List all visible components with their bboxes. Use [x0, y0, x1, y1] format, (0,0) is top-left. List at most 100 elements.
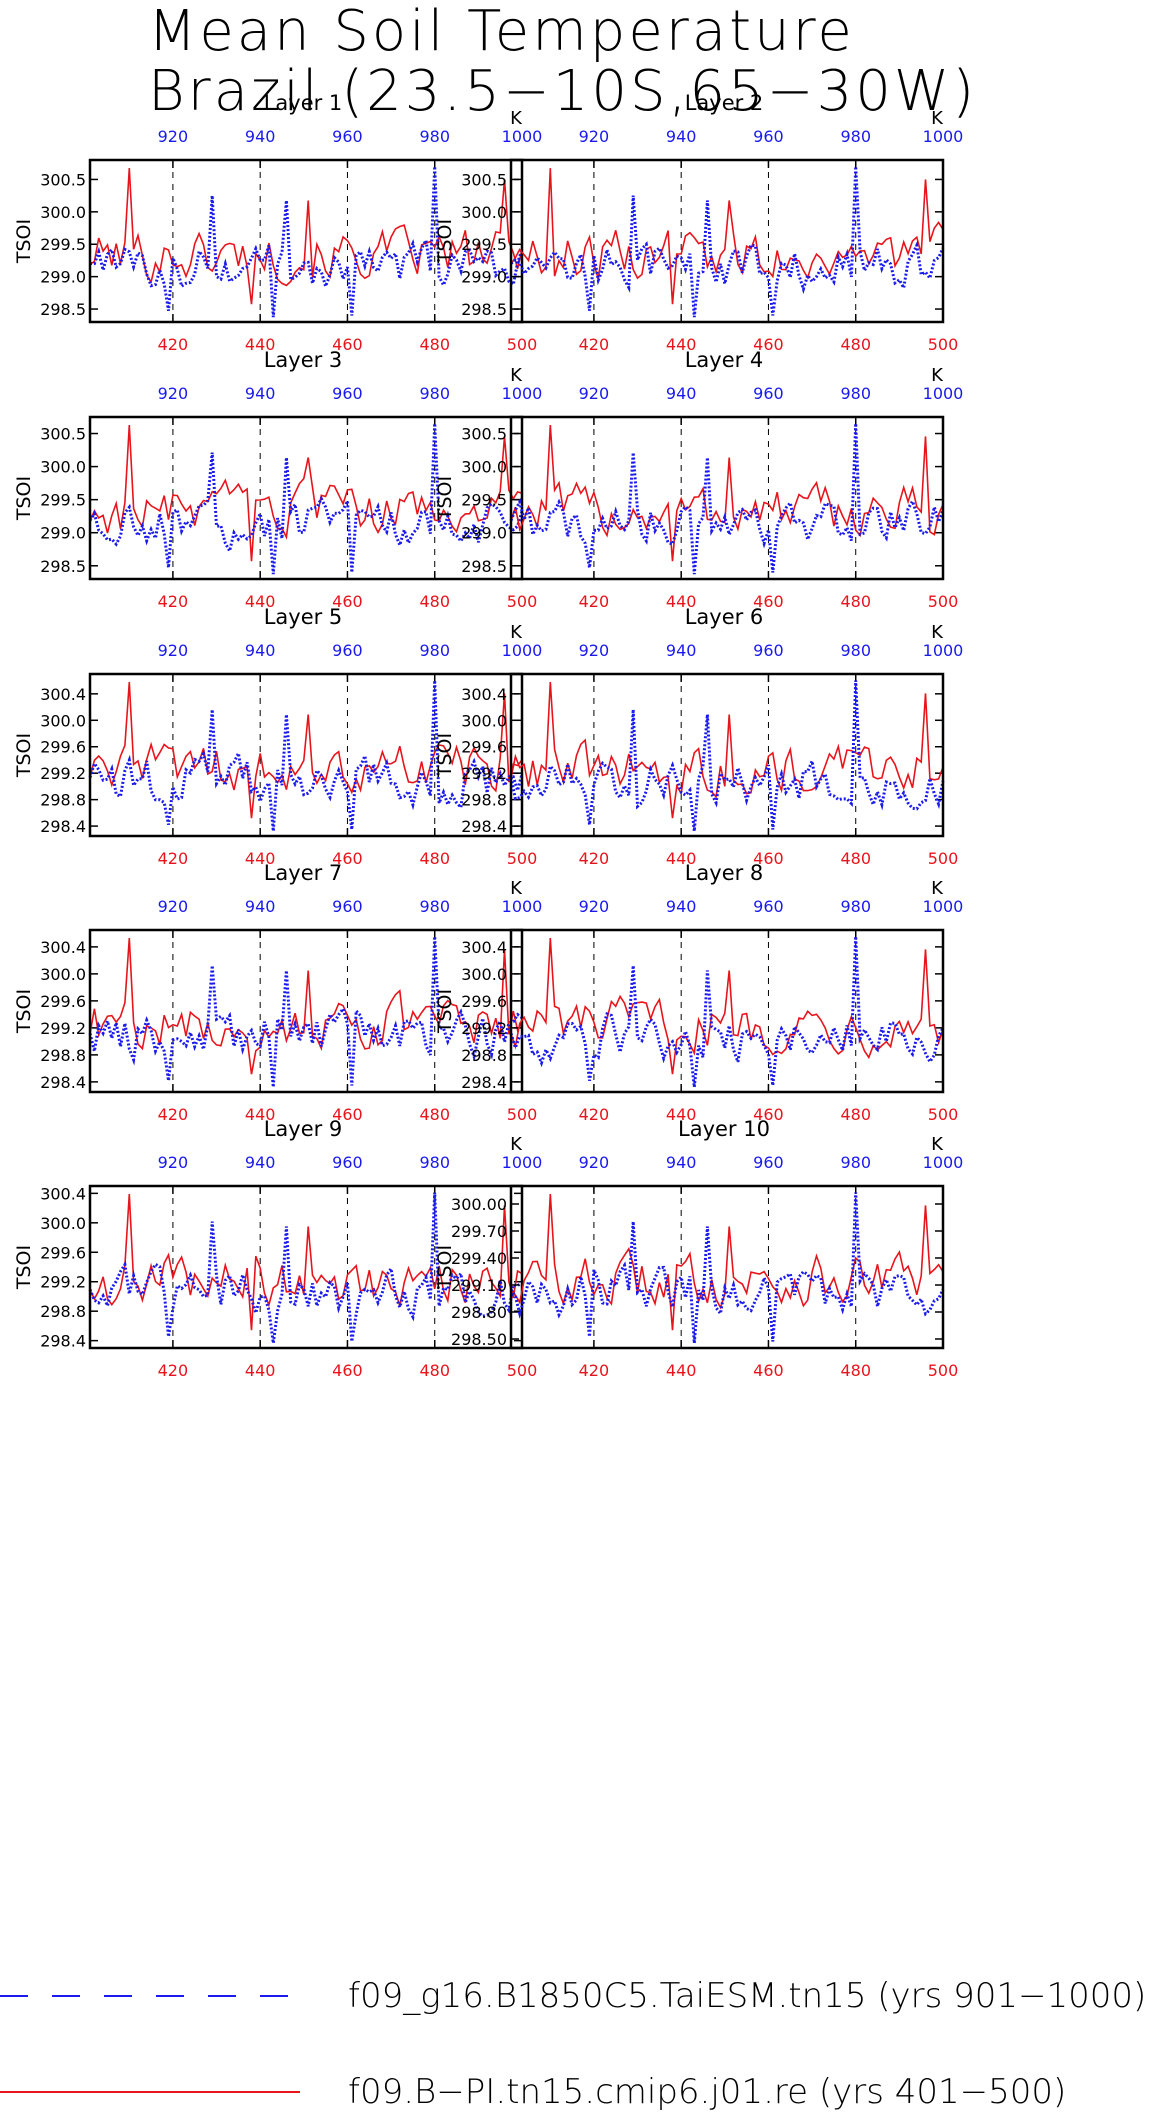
panel-layer-10: Layer 10 TSOI 298.50 298.80 299.10 299.40 299.…	[434, 1117, 963, 1380]
y-tick-label: 300.5	[461, 170, 507, 189]
x-top-tick-label: 920	[158, 384, 189, 403]
panel-title: Layer 6	[685, 605, 764, 629]
x-bottom-tick-label: 500	[928, 592, 959, 611]
series-line-blue	[509, 423, 945, 575]
series-line-red	[510, 1194, 944, 1331]
series-line-blue	[89, 166, 524, 318]
x-top-tick-label: 1000	[923, 384, 964, 403]
x-top-tick-label: 1000	[502, 897, 543, 916]
y-axis-label: TSOI	[434, 989, 456, 1034]
x-bottom-tick-label: 420	[158, 592, 189, 611]
y-tick-label: 300.0	[40, 203, 86, 222]
x-bottom-tick-label: 480	[840, 1105, 871, 1124]
y-tick-label: 299.40	[451, 1249, 507, 1268]
y-tick-label: 300.5	[40, 170, 86, 189]
x-top-tick-label: 920	[158, 127, 189, 146]
x-bottom-tick-label: 460	[753, 849, 784, 868]
x-top-unit: K	[931, 622, 944, 643]
x-top-tick-label: 920	[579, 127, 610, 146]
y-axis-label: TSOI	[434, 476, 456, 521]
y-tick-label: 299.2	[461, 764, 507, 783]
x-bottom-tick-label: 480	[840, 1361, 871, 1380]
x-top-unit: K	[931, 1134, 944, 1155]
y-tick-label: 300.0	[461, 965, 507, 984]
y-tick-label: 299.5	[461, 491, 507, 510]
x-bottom-tick-label: 440	[245, 592, 276, 611]
y-tick-label: 300.4	[461, 938, 507, 957]
x-bottom-tick-label: 440	[666, 592, 697, 611]
panel-title: Layer 10	[678, 1117, 770, 1141]
x-bottom-tick-label: 420	[579, 335, 610, 354]
series-line-blue	[88, 1192, 523, 1344]
chart-title-line-1: Mean Soil Temperature	[148, 0, 855, 64]
y-tick-label: 298.50	[451, 1330, 507, 1349]
y-tick-label: 300.0	[40, 1214, 86, 1233]
series-line-red	[89, 425, 523, 562]
y-tick-label: 300.0	[461, 711, 507, 730]
x-top-tick-label: 920	[158, 897, 189, 916]
series-line-red	[89, 168, 523, 305]
x-bottom-tick-label: 480	[419, 335, 450, 354]
x-bottom-tick-label: 480	[840, 335, 871, 354]
plot-frame	[509, 415, 945, 581]
x-top-tick-label: 940	[245, 384, 276, 403]
x-top-unit: K	[510, 365, 523, 386]
x-bottom-tick-label: 500	[507, 1105, 538, 1124]
x-top-unit: K	[931, 108, 944, 129]
x-top-tick-label: 1000	[923, 897, 964, 916]
x-top-unit: K	[931, 878, 944, 899]
y-tick-label: 300.5	[40, 425, 86, 444]
y-tick-label: 300.0	[40, 458, 86, 477]
x-bottom-tick-label: 480	[419, 592, 450, 611]
x-bottom-tick-label: 420	[158, 1105, 189, 1124]
panel-layer-2: Layer 2 TSOI 298.5 299.0 299.5 300.0 300.5 420 4…	[434, 91, 963, 354]
x-bottom-tick-label: 460	[753, 592, 784, 611]
plot-frame	[88, 1184, 524, 1350]
y-axis-label: TSOI	[13, 989, 35, 1034]
y-tick-label: 298.8	[40, 1046, 86, 1065]
y-tick-label: 299.0	[461, 268, 507, 287]
panel-title: Layer 8	[685, 861, 764, 885]
series-line-blue	[510, 166, 945, 318]
x-bottom-tick-label: 460	[332, 592, 363, 611]
plot-frame	[88, 928, 524, 1094]
y-tick-label: 299.5	[40, 491, 86, 510]
series-line-blue	[509, 936, 945, 1088]
x-top-tick-label: 960	[332, 897, 363, 916]
y-tick-label: 299.6	[461, 992, 507, 1011]
x-bottom-tick-label: 500	[507, 1361, 538, 1380]
x-top-tick-label: 960	[332, 641, 363, 660]
series-line-red	[510, 938, 944, 1075]
panel-layer-7: Layer 7 TSOI 298.4 298.8 299.2 299.6 300.0 300.…	[13, 861, 542, 1124]
x-top-tick-label: 940	[666, 1153, 697, 1172]
x-top-tick-label: 960	[753, 384, 784, 403]
panel-title: Layer 3	[264, 348, 343, 372]
x-bottom-tick-label: 460	[753, 335, 784, 354]
y-tick-label: 300.00	[451, 1195, 507, 1214]
x-top-tick-label: 960	[332, 1153, 363, 1172]
y-tick-label: 298.8	[461, 1046, 507, 1065]
y-tick-label: 298.5	[40, 557, 86, 576]
y-tick-label: 298.4	[461, 1073, 507, 1092]
x-bottom-tick-label: 480	[419, 849, 450, 868]
x-bottom-tick-label: 480	[419, 1105, 450, 1124]
x-top-tick-label: 920	[579, 384, 610, 403]
x-top-tick-label: 920	[579, 1153, 610, 1172]
x-top-tick-label: 960	[332, 384, 363, 403]
plot-frame	[88, 415, 524, 581]
x-top-tick-label: 920	[158, 641, 189, 660]
x-top-tick-label: 980	[840, 384, 871, 403]
y-tick-label: 300.0	[40, 965, 86, 984]
y-tick-label: 299.0	[40, 524, 86, 543]
y-tick-label: 298.80	[451, 1303, 507, 1322]
x-top-tick-label: 1000	[923, 127, 964, 146]
series-line-blue	[88, 423, 524, 575]
x-top-tick-label: 940	[245, 127, 276, 146]
y-tick-label: 298.8	[40, 791, 86, 810]
panel-layer-9: Layer 9 TSOI 298.4 298.8 299.2 299.6 300.0 300.…	[13, 1117, 542, 1380]
x-top-tick-label: 940	[666, 641, 697, 660]
x-top-tick-label: 1000	[923, 641, 964, 660]
x-bottom-tick-label: 440	[666, 1361, 697, 1380]
x-top-tick-label: 980	[419, 897, 450, 916]
x-bottom-tick-label: 460	[332, 335, 363, 354]
